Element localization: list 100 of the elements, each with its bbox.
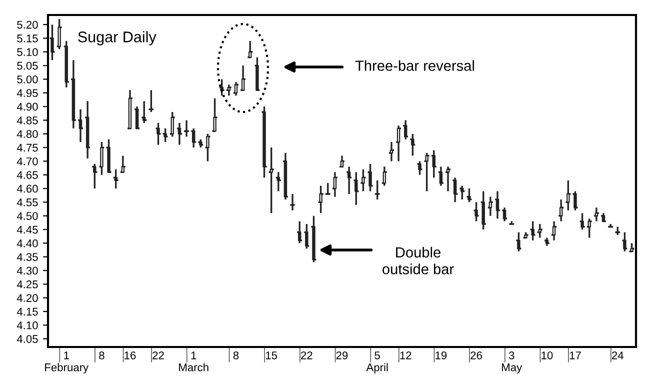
candlestick: [134, 106, 140, 130]
y-tick-label: 4.65: [16, 171, 38, 179]
candlestick: [395, 124, 402, 162]
x-tick-label: 29: [336, 351, 348, 360]
y-tick-label: 4.75: [16, 144, 38, 152]
candlestick: [48, 24, 56, 61]
candlestick: [84, 100, 91, 160]
candlestick: [246, 40, 254, 58]
candlestick: [338, 154, 346, 168]
candlestick: [501, 206, 508, 222]
y-tick-label: 4.55: [16, 198, 38, 206]
candlestick: [360, 168, 367, 192]
x-tick-label: 12: [400, 351, 412, 360]
y-tick-label: 4.60: [16, 184, 38, 193]
candlestick: [56, 18, 63, 50]
candlestick: [204, 133, 212, 162]
x-tick-label: 24: [612, 351, 624, 360]
candlestick: [522, 231, 530, 239]
x-tick-label: 15: [266, 352, 278, 360]
text: Sugar Daily: [78, 31, 156, 46]
candlestick: [260, 106, 268, 178]
y-tick-label: 4.35: [16, 253, 38, 261]
candlestick: [487, 196, 494, 217]
candlestick: [190, 128, 197, 148]
y-tick-label: 5.10: [17, 48, 38, 56]
candlestick: [154, 122, 162, 146]
candlestick: [275, 171, 282, 192]
candlestick: [218, 78, 226, 96]
candlestick: [346, 166, 352, 195]
candlestick: [162, 128, 169, 143]
candlestick: [366, 163, 374, 192]
candlestick: [438, 166, 444, 187]
candlestick: [112, 168, 120, 190]
y-tick-label: 4.25: [16, 280, 38, 288]
candlestick: [572, 190, 579, 212]
candlestick: [140, 100, 148, 124]
y-tick-label: 4.70: [16, 157, 38, 166]
candlestick: [63, 40, 70, 88]
candlestick: [586, 218, 593, 239]
candlestick: [466, 188, 473, 204]
candlestick: [381, 166, 388, 187]
x-tick-label: 5 April: [366, 352, 388, 374]
candlestick: [310, 215, 318, 264]
candlestick: [303, 223, 310, 250]
candlestick: [416, 160, 424, 176]
candlestick: [268, 146, 275, 214]
y-tick-label: 5.05: [17, 62, 38, 70]
candlestick: [593, 206, 600, 222]
y-tick-label: 4.15: [16, 308, 38, 316]
candlestick: [105, 138, 112, 173]
x-tick-label: 1 March: [179, 352, 208, 372]
y-tick-label: 4.10: [16, 321, 38, 330]
candlestick: [621, 231, 628, 252]
candlestick: [402, 119, 409, 140]
x-tick-label: 17: [570, 352, 581, 360]
candlestick: [409, 133, 416, 157]
candlestick: [564, 179, 572, 212]
candlestick: [578, 212, 586, 230]
candlestick: [240, 64, 246, 91]
candlestick: [430, 149, 438, 178]
candlestick: [544, 236, 550, 247]
x-tick-label: 8: [233, 351, 239, 360]
candlestick: [452, 176, 458, 204]
y-tick-label: 4.20: [16, 294, 38, 302]
candlestick: [458, 184, 466, 200]
candlestick: [332, 171, 338, 198]
candlestick: [176, 122, 183, 146]
candlestick: [197, 138, 204, 148]
x-tick-label: 10: [542, 351, 553, 360]
y-tick-label: 4.05: [16, 335, 38, 343]
candlestick: [169, 111, 176, 138]
x-tick-label: 22: [152, 351, 164, 360]
annotation: Double outside bar: [382, 246, 454, 274]
y-tick-label: 4.45: [16, 226, 38, 234]
y-tick-label: 5.15: [17, 34, 38, 42]
x-tick-label: 22: [301, 351, 312, 360]
annotation: Three-bar reversal: [355, 60, 474, 71]
candlestick: [628, 242, 636, 252]
candlestick: [352, 171, 360, 206]
candlestick: [515, 231, 522, 252]
candlestick: [494, 190, 501, 220]
candlestick: [254, 56, 260, 91]
y-tick-label: 4.90: [16, 102, 38, 111]
y-tick-label: 4.30: [16, 266, 38, 275]
candlestick: [120, 154, 126, 173]
candlestick: [282, 152, 289, 200]
candlestick: [444, 166, 452, 192]
x-tick-label: 1 February: [45, 352, 89, 374]
candlestick: [296, 220, 303, 244]
candlestick: [536, 223, 544, 239]
y-tick-label: 4.50: [16, 212, 38, 220]
candlestick: [232, 81, 240, 96]
x-tick-label: 19: [436, 351, 447, 360]
candlestick: [480, 190, 487, 230]
y-tick-label: 4.40: [16, 239, 38, 248]
candlestick: [126, 89, 134, 130]
candlestick: [98, 141, 106, 176]
y-tick-label: 5.20: [17, 20, 38, 29]
candlestick: [558, 198, 564, 222]
candlestick: [77, 108, 84, 143]
